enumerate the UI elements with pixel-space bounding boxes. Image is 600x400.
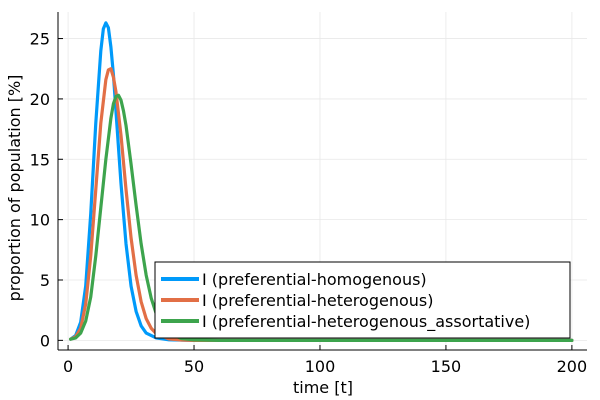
y-tick-label: 20 — [30, 90, 50, 109]
x-tick-label: 200 — [557, 357, 588, 376]
legend-label: I (preferential-heterogenous) — [202, 291, 433, 310]
y-tick-label: 10 — [30, 211, 50, 230]
y-axis-label: proportion of population [%] — [5, 75, 24, 302]
series-line-3 — [69, 93, 574, 342]
y-tick-label: 15 — [30, 150, 50, 169]
legend-label: I (preferential-heterogenous_assortative… — [202, 312, 530, 332]
x-tick-label: 150 — [431, 357, 462, 376]
legend: I (preferential-homogenous) I (preferenti… — [154, 261, 571, 339]
x-tick-label: 100 — [305, 357, 336, 376]
y-tick-label: 25 — [30, 30, 50, 49]
axes — [57, 12, 587, 351]
y-tick-label: 5 — [40, 271, 50, 290]
y-tick-label: 0 — [40, 331, 50, 350]
legend-label: I (preferential-homogenous) — [202, 270, 427, 289]
x-tick-label: 50 — [184, 357, 204, 376]
x-tick-label: 0 — [63, 357, 73, 376]
series-lines — [69, 21, 574, 342]
x-axis-label: time [t] — [293, 378, 353, 397]
legend-box — [154, 261, 571, 339]
tick-labels: 0 50 100 150 200 0 5 10 15 20 25 — [30, 30, 588, 376]
